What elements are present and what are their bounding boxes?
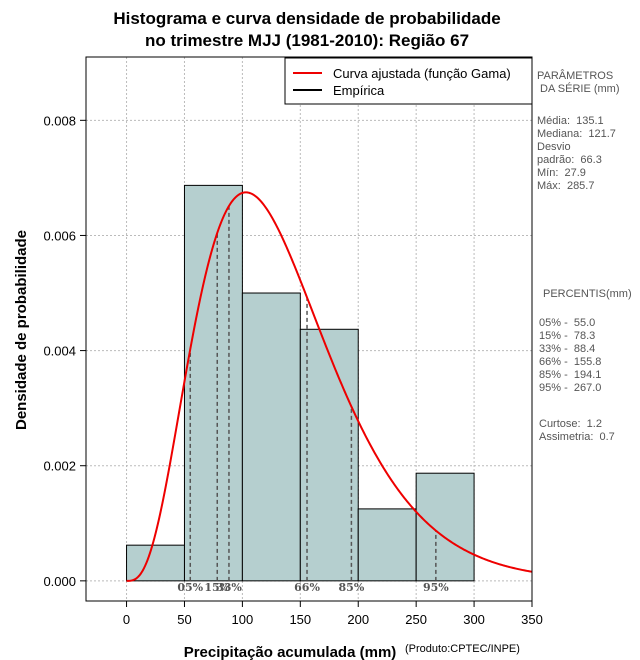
histogram-bar xyxy=(357,508,417,582)
y-tick-label: 0.002 xyxy=(43,459,76,474)
legend: Curva ajustada (função Gama) Empírica xyxy=(284,57,533,105)
params-values: Média: 135.1 Mediana: 121.7 Desvio padrã… xyxy=(537,115,616,192)
x-tick-label: 200 xyxy=(347,612,369,627)
percentis-values: 05% - 55.0 15% - 78.3 33% - 88.4 66% - 1… xyxy=(539,317,602,394)
x-tick-label: 50 xyxy=(177,612,191,627)
x-tick-label: 300 xyxy=(463,612,485,627)
product-credit: (Produto:CPTEC/INPE) xyxy=(405,643,520,655)
x-axis-label: Precipitação acumulada (mm) xyxy=(184,644,397,660)
x-tick-label: 0 xyxy=(123,612,130,627)
percentile-labels: 05% 15%33% 66% 85% 95% xyxy=(177,581,449,594)
percentile-label: 33% xyxy=(216,581,242,594)
chart-title-line2: no trimestre MJJ (1981-2010): Região 67 xyxy=(145,31,469,50)
percentis-title: PERCENTIS(mm) xyxy=(543,288,632,300)
x-tick-label: 250 xyxy=(405,612,427,627)
params-title: PARÂMETROS DA SÉRIE (mm) xyxy=(537,70,620,95)
chart-title-line1: Histograma e curva densidade de probabil… xyxy=(113,9,500,28)
y-axis-label: Densidade de probabilidade xyxy=(13,230,30,430)
y-tick-label: 0.004 xyxy=(43,344,76,359)
x-axis: 0 50 100 150 200 250 300 350 xyxy=(123,601,543,627)
histogram-bar xyxy=(299,328,359,582)
y-axis: 0.000 0.002 0.004 0.006 0.008 xyxy=(43,113,86,589)
legend-label-gamma: Curva ajustada (função Gama) xyxy=(333,66,511,81)
histogram-bar xyxy=(241,292,301,582)
percentile-label: 66% xyxy=(294,581,320,594)
y-tick-label: 0.008 xyxy=(43,113,76,128)
y-tick-label: 0.006 xyxy=(43,228,76,243)
percentile-label: 05% xyxy=(177,581,203,594)
plot-frame xyxy=(85,56,533,602)
x-tick-label: 150 xyxy=(289,612,311,627)
x-tick-label: 350 xyxy=(521,612,543,627)
x-tick-label: 100 xyxy=(232,612,254,627)
histogram-bar xyxy=(126,544,185,582)
gamma-curve xyxy=(126,191,533,582)
legend-box xyxy=(284,57,533,105)
percentile-label: 95% xyxy=(423,581,449,594)
legend-label-empirical: Empírica xyxy=(333,83,385,98)
percentile-lines xyxy=(189,206,437,581)
histogram-bar xyxy=(415,472,475,582)
shape-stats: Curtose: 1.2 Assimetria: 0.7 xyxy=(539,418,615,443)
histogram-bar xyxy=(183,184,243,582)
histogram-bars xyxy=(126,184,475,582)
percentile-label: 85% xyxy=(339,581,365,594)
percentile-label: 15% xyxy=(204,581,230,594)
y-tick-label: 0.000 xyxy=(43,574,76,589)
